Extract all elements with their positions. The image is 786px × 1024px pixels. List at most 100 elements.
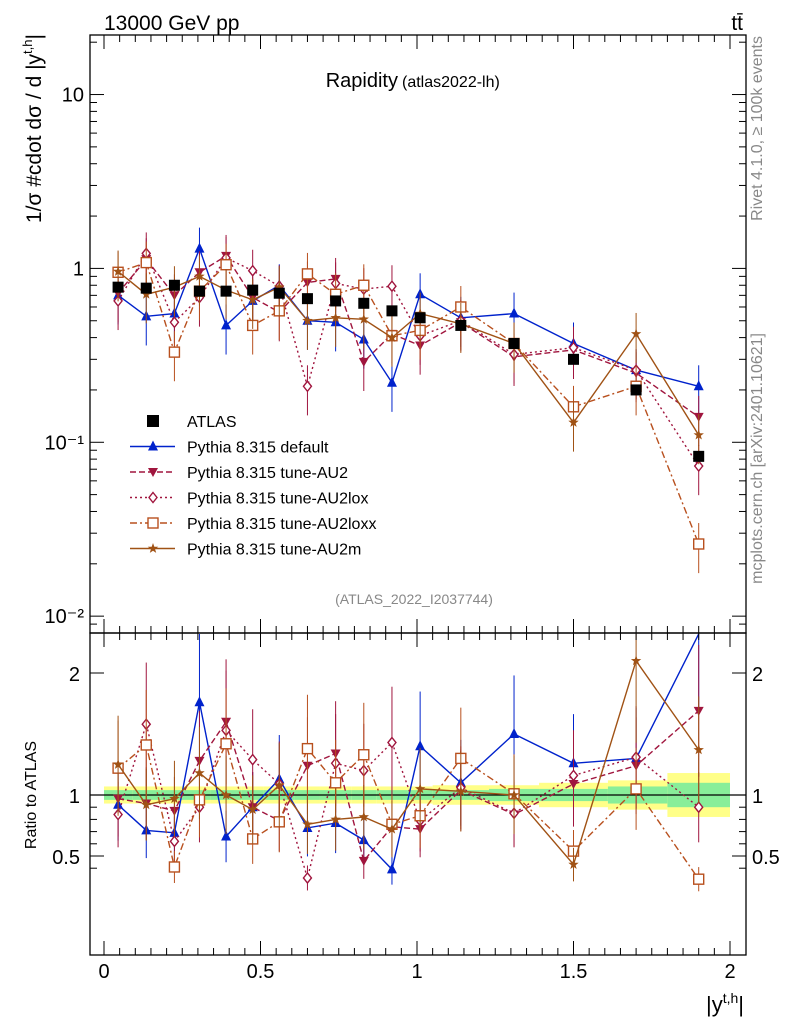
ratio-point: [247, 753, 258, 766]
x-tick-label: 0.5: [247, 961, 275, 983]
ratio-point: [387, 736, 397, 749]
atlas-point: [693, 450, 705, 462]
ratio-point: [140, 739, 152, 751]
y-axis-title: 1/σ #cdot dσ / d |yt,h|: [20, 34, 46, 223]
ratio-point: [693, 744, 704, 755]
ratio-y-tick-label-right: 0.5: [752, 847, 780, 869]
ratio-axis-title: Ratio to ATLAS: [23, 741, 40, 849]
ratio-point: [301, 742, 314, 755]
data-point: [693, 429, 704, 440]
data-point: [302, 315, 313, 326]
analysis-id: (ATLAS_2022_I2037744): [335, 591, 493, 607]
atlas-point: [140, 282, 152, 294]
atlas-point: [301, 293, 313, 305]
ratio-point: [568, 859, 579, 869]
energy-label: 13000 GeV pp: [104, 12, 239, 35]
data-point: [274, 281, 285, 292]
data-point: [194, 270, 205, 281]
ratio-point: [168, 861, 181, 873]
legend-label: Pythia 8.315 default: [187, 440, 329, 457]
series-layer: [112, 227, 705, 892]
legend: ATLAS Pythia 8.315 default Pythia 8.315 tu…: [130, 414, 376, 559]
data-point: [194, 242, 205, 253]
data-point: [387, 280, 397, 293]
ratio-point: [274, 779, 285, 790]
data-point: [568, 417, 579, 427]
data-point: [358, 357, 369, 367]
atlas-point: [273, 287, 285, 299]
ratio-series-line: [117, 633, 700, 871]
atlas-point: [112, 281, 124, 293]
ratio-point: [247, 804, 258, 815]
axes-layer: 10 1 10⁻¹ 10⁻² 0.5 0.5 1 1 2 2 0 0.5 1 1.5 2 1/σ #cdot …: [20, 34, 780, 1017]
legend-label: Pythia 8.315 tune-AU2m: [187, 542, 361, 559]
plot-frames: [89, 34, 747, 956]
legend-label: Pythia 8.315 tune-AU2lox: [187, 491, 368, 508]
data-point: [220, 259, 232, 271]
data-point: [509, 307, 520, 318]
ratio-point: [415, 740, 426, 751]
atlas-point: [508, 337, 520, 349]
data-point: [693, 538, 705, 550]
data-point: [693, 459, 704, 473]
x-tick-label: 0: [98, 961, 109, 983]
ratio-point: [630, 655, 642, 666]
atlas-point: [168, 279, 180, 291]
ratio-point: [630, 783, 642, 795]
legend-label: Pythia 8.315 tune-AU2loxx: [187, 516, 376, 533]
atlas-point: [220, 285, 232, 297]
legend-atlas-marker: [147, 415, 159, 427]
atlas-point: [358, 297, 370, 309]
atlas-point: [568, 353, 579, 365]
legend-label: Pythia 8.315 tune-AU2: [187, 465, 348, 482]
ratio-point: [386, 863, 397, 874]
data-point: [302, 380, 313, 393]
ratio-y-tick-label: 1: [69, 786, 80, 808]
ratio-y-tick-label-right: 2: [752, 664, 763, 686]
ratio-point: [693, 873, 705, 885]
data-point: [247, 294, 258, 305]
legend-marker: [148, 468, 158, 477]
y-tick-label: 10⁻¹: [45, 432, 85, 454]
ratio-y-tick-label: 2: [69, 664, 80, 686]
ratio-point: [568, 769, 579, 782]
ratio-series-line: [117, 741, 700, 880]
atlas-point: [630, 384, 642, 396]
data-point: [221, 319, 232, 330]
ratio-frame: [89, 632, 747, 956]
y-axis-title-sup: t,h: [20, 39, 35, 53]
data-point: [358, 279, 370, 291]
mcplots-label: mcplots.cern.ch [arXiv:2401.10621]: [749, 333, 766, 584]
ratio-point: [302, 818, 313, 829]
ratio-point: [358, 749, 370, 761]
atlas-point: [193, 285, 205, 297]
ratio-point: [358, 856, 369, 866]
data-point: [693, 380, 704, 391]
data-point: [358, 313, 369, 324]
ratio-series-line: [117, 659, 700, 866]
legend-marker: [147, 517, 159, 529]
y-tick-label: 10⁻²: [45, 606, 85, 628]
y-tick-label: 10: [62, 85, 84, 107]
ratio-point: [169, 835, 180, 848]
ratio-point: [221, 830, 232, 841]
ratio-point: [169, 793, 180, 804]
ratio-point: [386, 823, 398, 834]
ratio-point: [455, 785, 467, 796]
atlas-point: [455, 319, 467, 331]
x-tick-label: 2: [724, 961, 735, 983]
ratio-point: [194, 767, 205, 778]
data-point: [140, 256, 152, 269]
data-point: [630, 328, 642, 339]
ratio-y-tick-label: 0.5: [52, 847, 80, 869]
ratio-point: [330, 813, 341, 824]
data-point: [169, 316, 180, 329]
rivet-label: Rivet 4.1.0, ≥ 100k events: [749, 36, 766, 221]
legend-label: ATLAS: [187, 414, 237, 431]
x-axis-title: |yt,h|: [706, 990, 744, 1017]
data-point: [168, 346, 181, 358]
series-line: [117, 270, 700, 436]
data-point: [386, 376, 397, 387]
legend-marker: [148, 440, 158, 451]
